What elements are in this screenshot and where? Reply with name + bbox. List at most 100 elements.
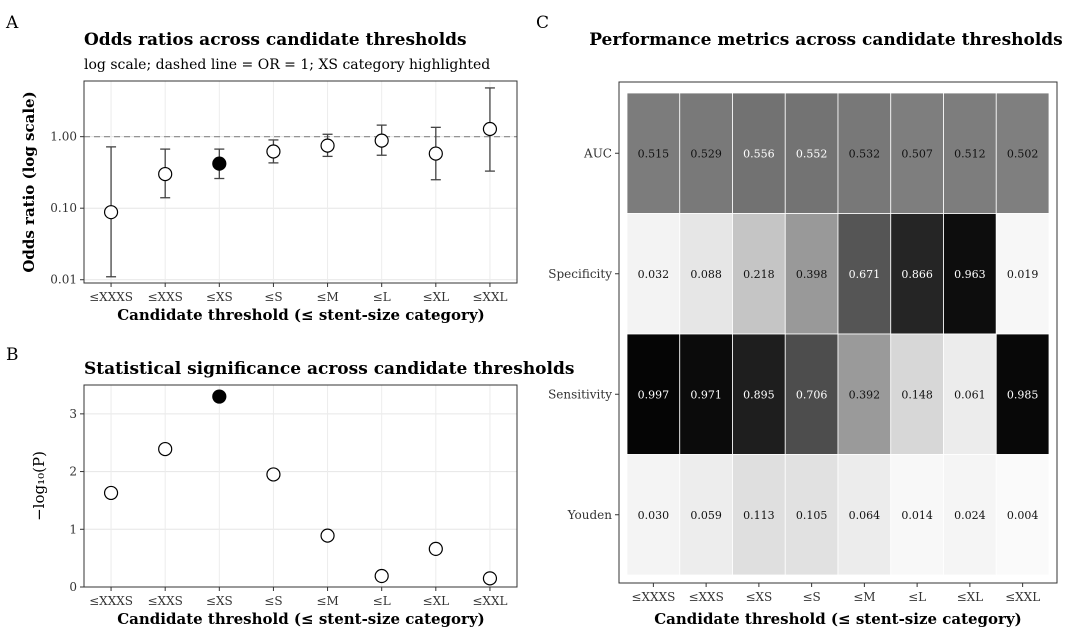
panel-b-y-tick-label: 3 bbox=[69, 407, 77, 421]
panel-b-x-tick-label: ≤L bbox=[373, 594, 391, 608]
panel-a-point bbox=[482, 121, 498, 137]
panel-c-row-label: AUC bbox=[583, 146, 612, 160]
panel-b-point bbox=[158, 441, 173, 457]
panel-letter-a: A bbox=[5, 13, 19, 33]
panel-c-heatmap-cell bbox=[995, 454, 1050, 576]
panel-c-cell-value: 0.218 bbox=[743, 268, 775, 281]
panel-c-heatmap-cell bbox=[679, 454, 733, 576]
panel-b-x-tick-label: ≤S bbox=[264, 594, 282, 608]
panel-c-heatmap-cell bbox=[890, 454, 944, 576]
panel-c-heatmap-cell bbox=[732, 454, 786, 576]
panel-a-point bbox=[212, 156, 227, 171]
panel-c-cell-value: 0.392 bbox=[849, 388, 881, 401]
panel-a-subtitle: log scale; dashed line = OR = 1; XS cate… bbox=[84, 57, 490, 73]
panel-c-heatmap-cell bbox=[679, 92, 733, 214]
panel-c-column-label: ≤XXXS bbox=[631, 590, 675, 604]
panel-a-border bbox=[83, 80, 518, 284]
panel-c-cell-value: 0.502 bbox=[1007, 147, 1039, 160]
panel-a-point bbox=[103, 205, 119, 220]
panel-c-cell-value: 0.671 bbox=[849, 268, 881, 281]
panel-c-cell-value: 0.997 bbox=[638, 388, 670, 401]
panel-c-cell-value: 0.088 bbox=[690, 268, 722, 281]
panel-c-heatmap-cell bbox=[837, 333, 892, 455]
panel-c-cell-value: 0.515 bbox=[638, 147, 670, 160]
panel-b-title: Statistical significance across candidat… bbox=[84, 359, 574, 379]
panel-c-cell-value: 0.895 bbox=[743, 388, 775, 401]
panel-c-column-label: ≤XS bbox=[745, 590, 772, 604]
panel-a-point bbox=[158, 166, 173, 182]
panel-c-cell-value: 0.061 bbox=[954, 388, 986, 401]
panel-a-x-tick-label: ≤XS bbox=[206, 290, 233, 304]
panel-c-cell-value: 0.059 bbox=[690, 509, 722, 522]
panel-a-x-axis-title: Candidate threshold (≤ stent-size catego… bbox=[117, 306, 485, 324]
panel-a-x-tick-label: ≤S bbox=[264, 290, 282, 304]
panel-c-cell-value: 0.004 bbox=[1007, 509, 1039, 522]
panel-c-cell-value: 0.529 bbox=[690, 147, 722, 160]
panel-c-row-label: Specificity bbox=[548, 267, 612, 281]
panel-c-column-label: ≤XL bbox=[957, 590, 984, 604]
panel-c-cell-value: 0.019 bbox=[1007, 268, 1039, 281]
panel-c-cell-value: 0.507 bbox=[901, 147, 933, 160]
panel-a-y-axis-title: Odds ratio (log scale) bbox=[20, 91, 38, 272]
panel-b-y-tick-label: 0 bbox=[69, 580, 77, 594]
panel-c-column-label: ≤XXS bbox=[688, 590, 723, 604]
panel-b-point bbox=[212, 389, 227, 404]
panel-c-column-label: ≤M bbox=[853, 590, 875, 604]
panel-c-cell-value: 0.032 bbox=[638, 268, 670, 281]
panel-b-point bbox=[482, 571, 498, 586]
panel-c-heatmap-cell bbox=[943, 454, 997, 576]
panel-a-x-tick-label: ≤XXL bbox=[472, 290, 507, 304]
panel-c-heatmap-cell bbox=[784, 454, 839, 576]
panel-a-title: Odds ratios across candidate thresholds bbox=[84, 30, 467, 50]
panel-b-x-tick-label: ≤XS bbox=[206, 594, 233, 608]
panel-a-x-tick-label: ≤XXXS bbox=[89, 290, 133, 304]
panel-b-point bbox=[374, 568, 389, 584]
panel-c-row-label: Sensitivity bbox=[548, 387, 612, 401]
panel-b-y-tick-label: 2 bbox=[69, 465, 77, 479]
panel-a-point bbox=[320, 138, 335, 153]
panel-a-y-tick-label: 1.00 bbox=[50, 130, 77, 144]
panel-a-x-tick-label: ≤L bbox=[373, 290, 391, 304]
panel-b-point bbox=[320, 528, 335, 543]
panel-c-x-axis-title: Candidate threshold (≤ stent-size catego… bbox=[654, 610, 1022, 628]
panel-letter-b: B bbox=[6, 345, 19, 365]
panel-a-x-tick-label: ≤M bbox=[316, 290, 338, 304]
panel-c-heatmap-cell bbox=[679, 213, 733, 335]
panel-c-column-label: ≤XXL bbox=[1005, 590, 1040, 604]
panel-b-border bbox=[83, 384, 518, 588]
panel-b-x-tick-label: ≤XL bbox=[423, 594, 450, 608]
panel-b-plot: 0 1 2 3 ≤XXXS ≤XXS ≤XS ≤S ≤M ≤L ≤XL ≤XXL bbox=[69, 384, 518, 608]
panel-c-cell-value: 0.532 bbox=[849, 147, 881, 160]
panel-a-plot: 0.01 0.10 1.00 ≤XXXS ≤XXS ≤XS ≤S ≤M ≤L ≤XL ≤XXL bbox=[50, 80, 518, 304]
panel-c-heatmap-cell bbox=[732, 213, 786, 335]
panel-c-cell-value: 0.706 bbox=[796, 388, 828, 401]
panel-c-heatmap-cell bbox=[732, 92, 786, 214]
panel-c-heatmap-cell bbox=[943, 213, 997, 335]
panel-c-heatmap-cell bbox=[995, 92, 1050, 214]
panel-c-cell-value: 0.064 bbox=[849, 509, 881, 522]
panel-c-heatmap-cell bbox=[995, 213, 1050, 335]
panel-c-heatmap-cell bbox=[784, 92, 839, 214]
panel-c-cell-value: 0.556 bbox=[743, 147, 775, 160]
panel-a-point bbox=[374, 133, 389, 148]
panel-c-heatmap-cell bbox=[837, 92, 892, 214]
panel-c-cell-value: 0.024 bbox=[954, 509, 986, 522]
panel-a-x-tick-label: ≤XXS bbox=[148, 290, 183, 304]
panel-b-x-tick-label: ≤M bbox=[316, 594, 338, 608]
panel-a-background bbox=[84, 81, 517, 283]
panel-c-heatmap-cell bbox=[995, 333, 1050, 455]
panel-c-heatmap-cell bbox=[890, 213, 944, 335]
panel-c-cell-value: 0.971 bbox=[690, 388, 722, 401]
panel-c-heatmap-cell bbox=[784, 333, 839, 455]
panel-c-heatmap-cell bbox=[626, 213, 681, 335]
panel-b-y-tick-label: 1 bbox=[69, 522, 77, 536]
panel-b-background bbox=[84, 385, 517, 587]
panel-c-heatmap-cell bbox=[943, 92, 997, 214]
panel-c-heatmap-cell bbox=[943, 333, 997, 455]
panel-a-point bbox=[428, 146, 443, 161]
panel-b-x-tick-label: ≤XXXS bbox=[89, 594, 133, 608]
panel-c-row-label: Youden bbox=[567, 508, 613, 522]
panel-c-cell-value: 0.030 bbox=[638, 509, 670, 522]
panel-c-cell-value: 0.552 bbox=[796, 147, 828, 160]
